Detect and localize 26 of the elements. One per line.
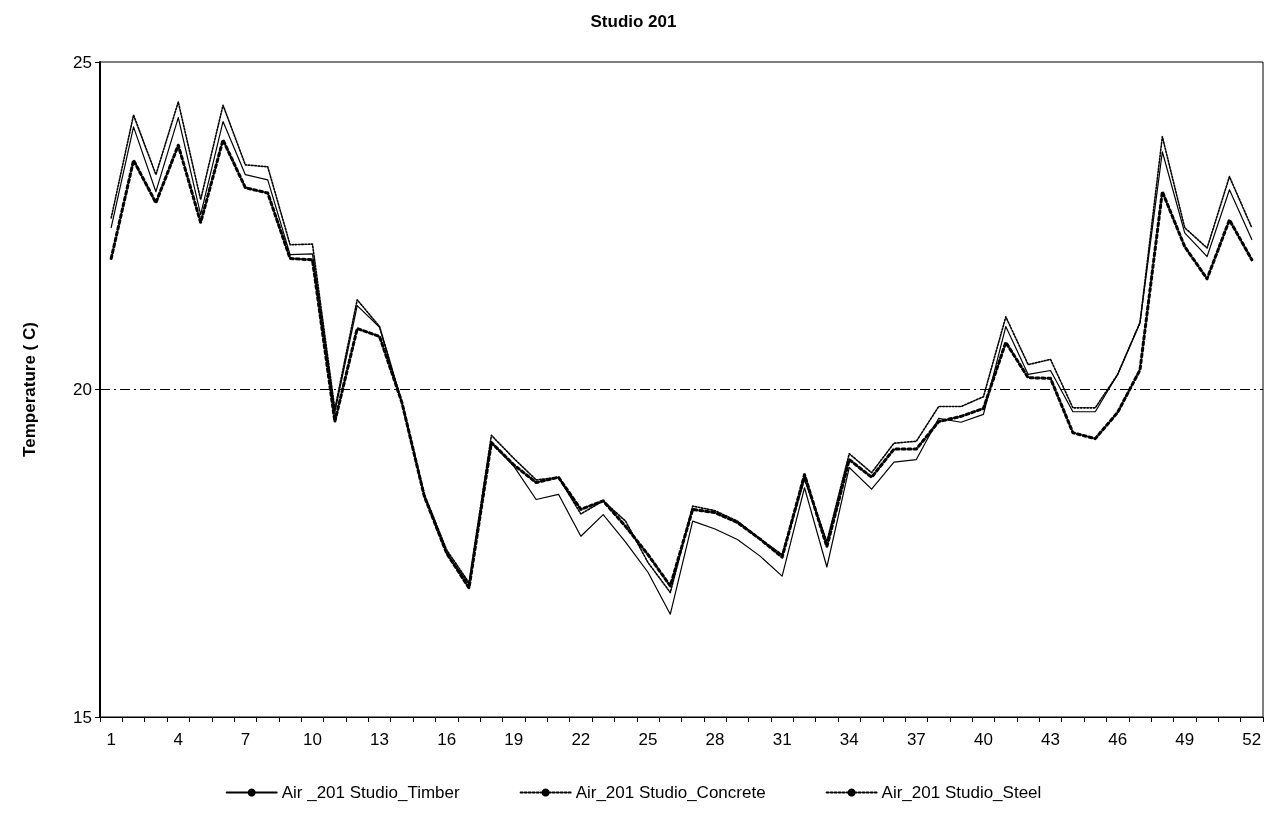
x-tick-label: 22 — [571, 730, 591, 749]
x-tick-label: 43 — [1041, 730, 1060, 749]
y-tick-label: 25 — [73, 52, 92, 72]
x-tick-label: 4 — [173, 730, 184, 749]
x-tick-label: 40 — [973, 730, 993, 749]
x-tick-label: 10 — [303, 730, 322, 749]
x-tick-label: 49 — [1175, 730, 1195, 749]
legend-label: Air_201 Studio_Concrete — [575, 783, 766, 802]
y-tick-label: 15 — [73, 707, 92, 727]
x-tick-label: 1 — [106, 730, 116, 749]
y-axis-title: Temperature ( C) — [20, 322, 39, 457]
x-tick-label: 7 — [240, 730, 251, 749]
legend-label: Air _201 Studio_Timber — [281, 783, 460, 802]
x-tick-label: 37 — [906, 730, 926, 749]
x-tick-label: 34 — [839, 730, 859, 749]
x-tick-label: 28 — [705, 730, 725, 749]
x-tick-label: 46 — [1108, 730, 1128, 749]
x-tick-label: 19 — [504, 730, 524, 749]
x-tick-label: 25 — [638, 730, 658, 749]
chart-title: Studio 201 — [590, 12, 677, 31]
legend-label: Air_201 Studio_Steel — [881, 783, 1042, 802]
x-tick-label: 52 — [1242, 730, 1262, 749]
x-tick-label: 31 — [772, 730, 792, 749]
x-tick-label: 16 — [437, 730, 457, 749]
x-tick-label: 13 — [370, 730, 390, 749]
y-tick-label: 20 — [73, 380, 92, 399]
